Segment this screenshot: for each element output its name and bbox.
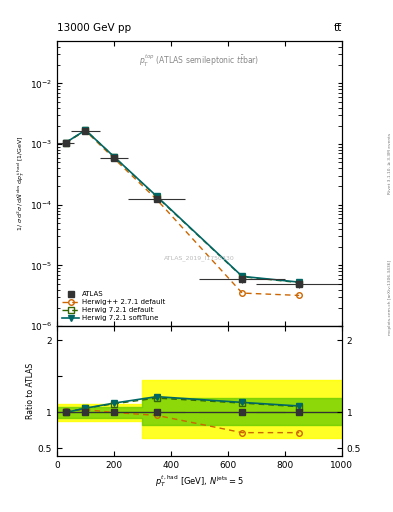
Text: 13000 GeV pp: 13000 GeV pp (57, 23, 131, 33)
Legend: ATLAS, Herwig++ 2.7.1 default, Herwig 7.2.1 default, Herwig 7.2.1 softTune: ATLAS, Herwig++ 2.7.1 default, Herwig 7.… (61, 290, 167, 323)
Text: Rivet 3.1.10, ≥ 3.3M events: Rivet 3.1.10, ≥ 3.3M events (388, 133, 392, 195)
Text: tt̅: tt̅ (334, 23, 342, 33)
Text: $p_T^{top}$ (ATLAS semileptonic $t\bar{t}$bar): $p_T^{top}$ (ATLAS semileptonic $t\bar{t… (139, 52, 260, 69)
X-axis label: $p_T^{t,\mathrm{had}}$ [GeV], $N^{\mathrm{jets}} = 5$: $p_T^{t,\mathrm{had}}$ [GeV], $N^{\mathr… (155, 474, 244, 489)
Text: mcplots.cern.ch [arXiv:1306.3436]: mcplots.cern.ch [arXiv:1306.3436] (388, 260, 392, 334)
Text: ATLAS_2019_I1750330: ATLAS_2019_I1750330 (164, 255, 235, 261)
Y-axis label: Ratio to ATLAS: Ratio to ATLAS (26, 363, 35, 419)
Y-axis label: $1\,/\,\sigma\;\mathrm{d}^2\sigma\,/\,\mathrm{d}\bar{N}^{\,\mathrm{obs}}\,\mathr: $1\,/\,\sigma\;\mathrm{d}^2\sigma\,/\,\m… (15, 136, 27, 231)
